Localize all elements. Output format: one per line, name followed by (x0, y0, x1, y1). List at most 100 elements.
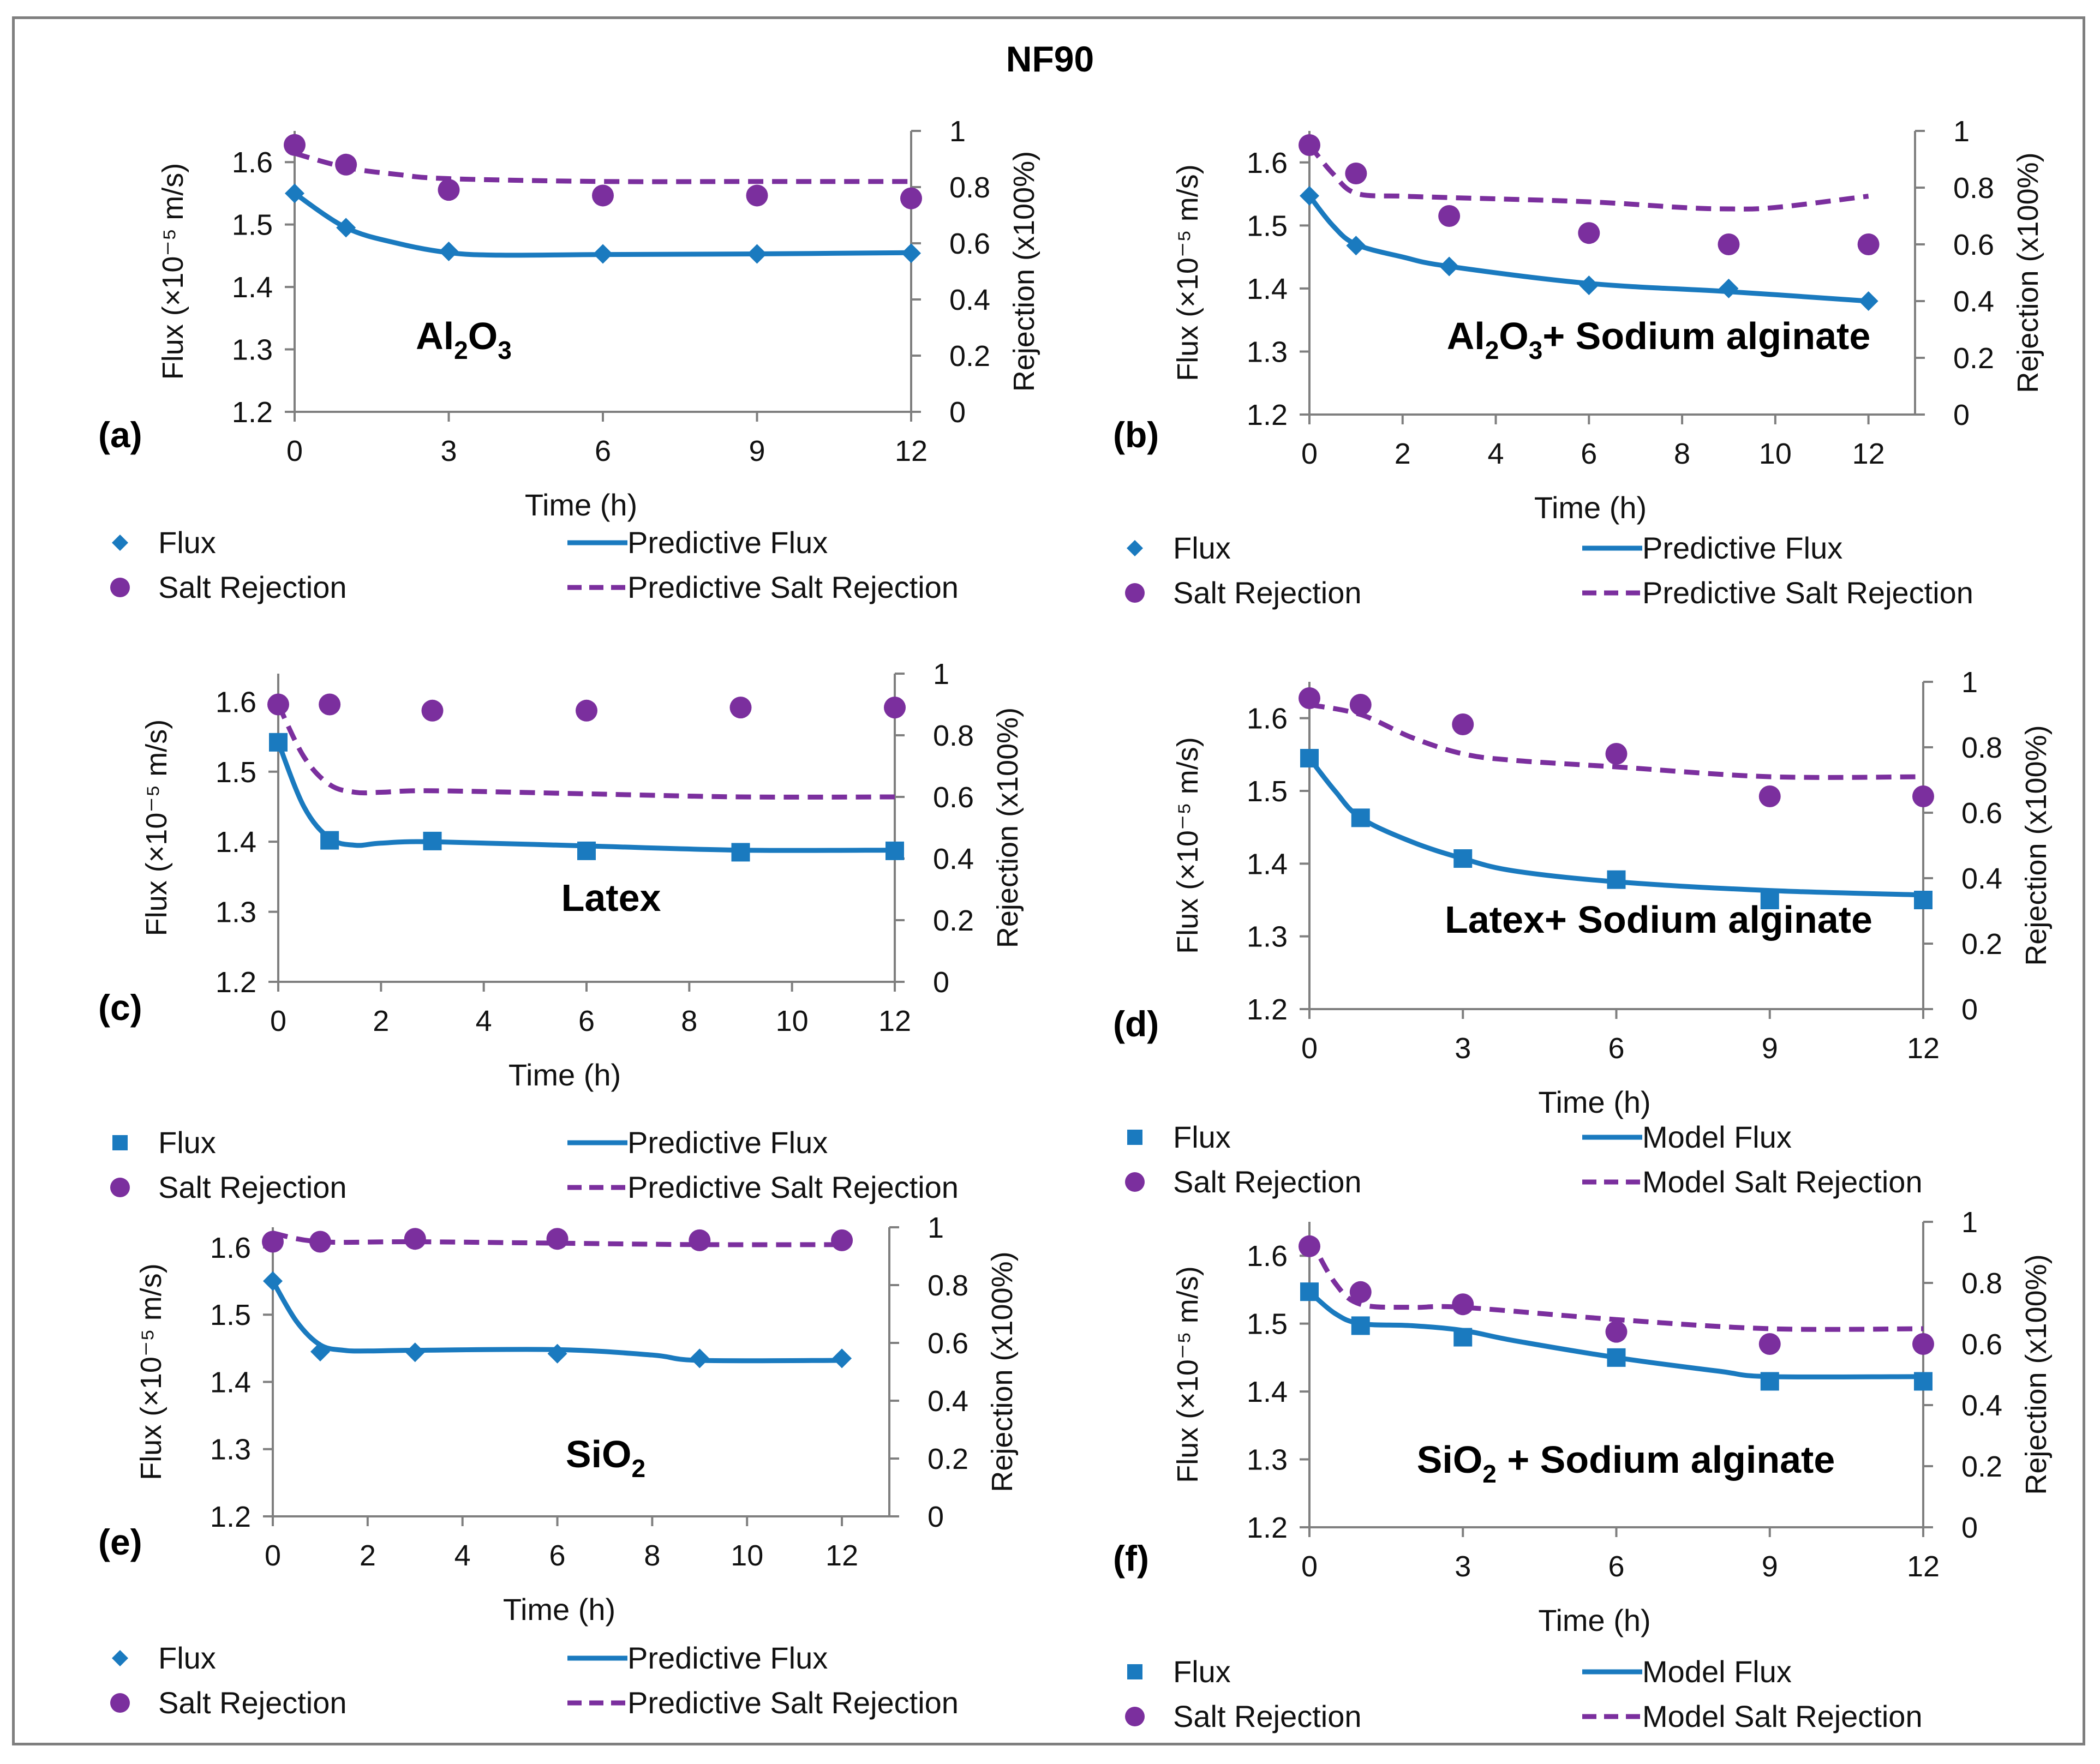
legend-symbol (1582, 545, 1642, 551)
figure-title: NF90 (1006, 39, 1094, 79)
rejection-point (1349, 1281, 1372, 1303)
rejection-point (1345, 163, 1367, 184)
predictive-rejection-line (1307, 143, 1869, 212)
rejection-point (438, 179, 460, 201)
flux-point (1300, 749, 1319, 767)
legend-label: Salt Rejection (158, 570, 347, 604)
y-tick-label-right: 0.6 (1961, 797, 2002, 830)
panel-label: (d) (1113, 1004, 1159, 1044)
chart-f: 0 3 6 9 12 1.2 1.3 1.4 1.5 1.6 0 0.2 0.4 0.6 0.8 1 Flux … (1113, 1206, 2053, 1637)
figure-frame (12, 16, 2085, 1745)
y-tick-label-left: 1.3 (216, 896, 256, 929)
x-tick-label: 0 (286, 435, 303, 467)
legend-symbol (1125, 1172, 1145, 1192)
x-tick-label: 12 (1907, 1032, 1940, 1065)
rejection-point (576, 699, 597, 722)
x-tick-label: 9 (1762, 1550, 1778, 1583)
rejection-point (1912, 1333, 1934, 1355)
panel-f: 0 3 6 9 12 1.2 1.3 1.4 1.5 1.6 0 0.2 0.4 0.6 0.8 1 Flux … (1080, 1189, 2062, 1735)
y-tick-label-right: 0.4 (1961, 1389, 2002, 1422)
legend-symbol (110, 1178, 130, 1197)
chart-b: 0 2 4 6 8 10 12 1.2 1.3 1.4 1.5 1.6 0 0.2 0.4 0.6 0.8 1 Fl… (1113, 115, 2044, 525)
y-tick-label-left: 1.4 (1247, 848, 1288, 880)
flux-point (1760, 891, 1779, 909)
x-tick-label: 12 (1852, 437, 1885, 470)
legend-label: Model Salt Rejection (1642, 1165, 1923, 1199)
predictive-rejection-line (294, 151, 911, 184)
y-tick-label-left: 1.3 (1247, 921, 1288, 953)
legend: Flux Model Flux Salt Rejection Model Salt R… (1113, 1653, 2051, 1745)
legend-rejection-circle (110, 578, 130, 597)
flux-point (1351, 808, 1370, 827)
y-tick-label-left: 1.4 (1247, 1376, 1288, 1408)
panel-label: (e) (98, 1522, 142, 1562)
legend-symbol (1127, 540, 1143, 556)
y-tick-label-left: 1.3 (210, 1433, 251, 1466)
predictive-flux-line (1307, 194, 1869, 304)
rejection-point (689, 1229, 711, 1251)
rejection-point (421, 699, 444, 722)
legend-flux-square (1127, 1664, 1142, 1679)
rejection-point (319, 693, 341, 716)
flux-point (577, 841, 596, 860)
legend-flux-diamond (1127, 540, 1143, 556)
legend-symbol (567, 1140, 627, 1145)
x-tick-label: 2 (373, 1005, 389, 1037)
y-tick-label-right: 0.8 (928, 1269, 968, 1302)
legend-label: Salt Rejection (158, 1685, 347, 1720)
legend-label: Predictive Salt Rejection (627, 570, 959, 604)
y-tick-label-left: 1.3 (1247, 1444, 1288, 1477)
x-tick-label: 12 (825, 1539, 858, 1572)
y-tick-label-left: 1.2 (1247, 993, 1288, 1026)
flux-point (1607, 870, 1626, 889)
x-tick-label: 6 (1608, 1032, 1624, 1065)
x-tick-label: 9 (749, 435, 765, 467)
legend-label: Predictive Salt Rejection (627, 1685, 959, 1720)
x-axis-label: Time (h) (503, 1592, 615, 1627)
inset-title: Al2O3 (416, 315, 512, 364)
legend-label: Predictive Flux (627, 1125, 828, 1160)
panel-b: 0 2 4 6 8 10 12 1.2 1.3 1.4 1.5 1.6 0 0.2 0.4 0.6 0.8 1 Fl… (1080, 87, 2062, 644)
rejection-point (262, 1231, 284, 1253)
legend-symbol (567, 585, 627, 590)
x-tick-label: 10 (1759, 437, 1792, 470)
legend-label: Salt Rejection (1173, 575, 1362, 610)
legend-rejection-circle (1125, 583, 1145, 603)
rejection-point (1299, 687, 1320, 709)
legend-symbol (112, 1135, 128, 1150)
y-tick-label-left: 1.5 (216, 756, 256, 789)
y-tick-label-left: 1.5 (1247, 209, 1288, 242)
rejection-point (267, 693, 289, 716)
rejection-point (284, 134, 306, 156)
flux-point (269, 733, 288, 752)
y-tick-label-right: 0.4 (1953, 285, 1994, 318)
x-tick-label: 4 (476, 1005, 492, 1037)
legend-label: Flux (158, 1641, 216, 1675)
legend-label: Flux (1173, 531, 1231, 565)
x-axis-label: Time (h) (525, 488, 637, 522)
x-tick-label: 8 (644, 1539, 660, 1572)
flux-point (1719, 278, 1739, 298)
y-tick-label-left: 1.5 (210, 1299, 251, 1331)
legend-symbol (1582, 1669, 1642, 1675)
panel-label: (c) (98, 987, 142, 1028)
y-tick-label-right: 0 (949, 396, 966, 429)
flux-point (832, 1348, 852, 1369)
legend-rejection-circle (110, 1178, 130, 1197)
flux-point (263, 1271, 283, 1291)
y-axis-label-right: Rejection (x100%) (2020, 1254, 2053, 1495)
chart-d: 0 3 6 9 12 1.2 1.3 1.4 1.5 1.6 0 0.2 0.4 0.6 0.8 1 Flux … (1113, 666, 2053, 1119)
legend-label: Predictive Flux (1642, 531, 1843, 565)
y-tick-label-right: 0 (928, 1501, 944, 1533)
x-tick-label: 6 (595, 435, 611, 467)
x-tick-label: 4 (454, 1539, 471, 1572)
y-tick-label-left: 1.4 (210, 1366, 251, 1399)
y-axis-label-left: Flux (×10⁻⁵ m/s) (1171, 737, 1204, 953)
x-axis-label: Time (h) (1538, 1085, 1650, 1119)
legend: Flux Predictive Flux Salt Rejection Predict… (98, 524, 1037, 616)
legend-symbol (110, 1693, 130, 1713)
rejection-point (1758, 785, 1781, 807)
rejection-point (831, 1229, 853, 1251)
legend-label: Predictive Flux (627, 1641, 828, 1675)
y-axis-label-left: Flux (×10⁻⁵ m/s) (1171, 164, 1204, 381)
